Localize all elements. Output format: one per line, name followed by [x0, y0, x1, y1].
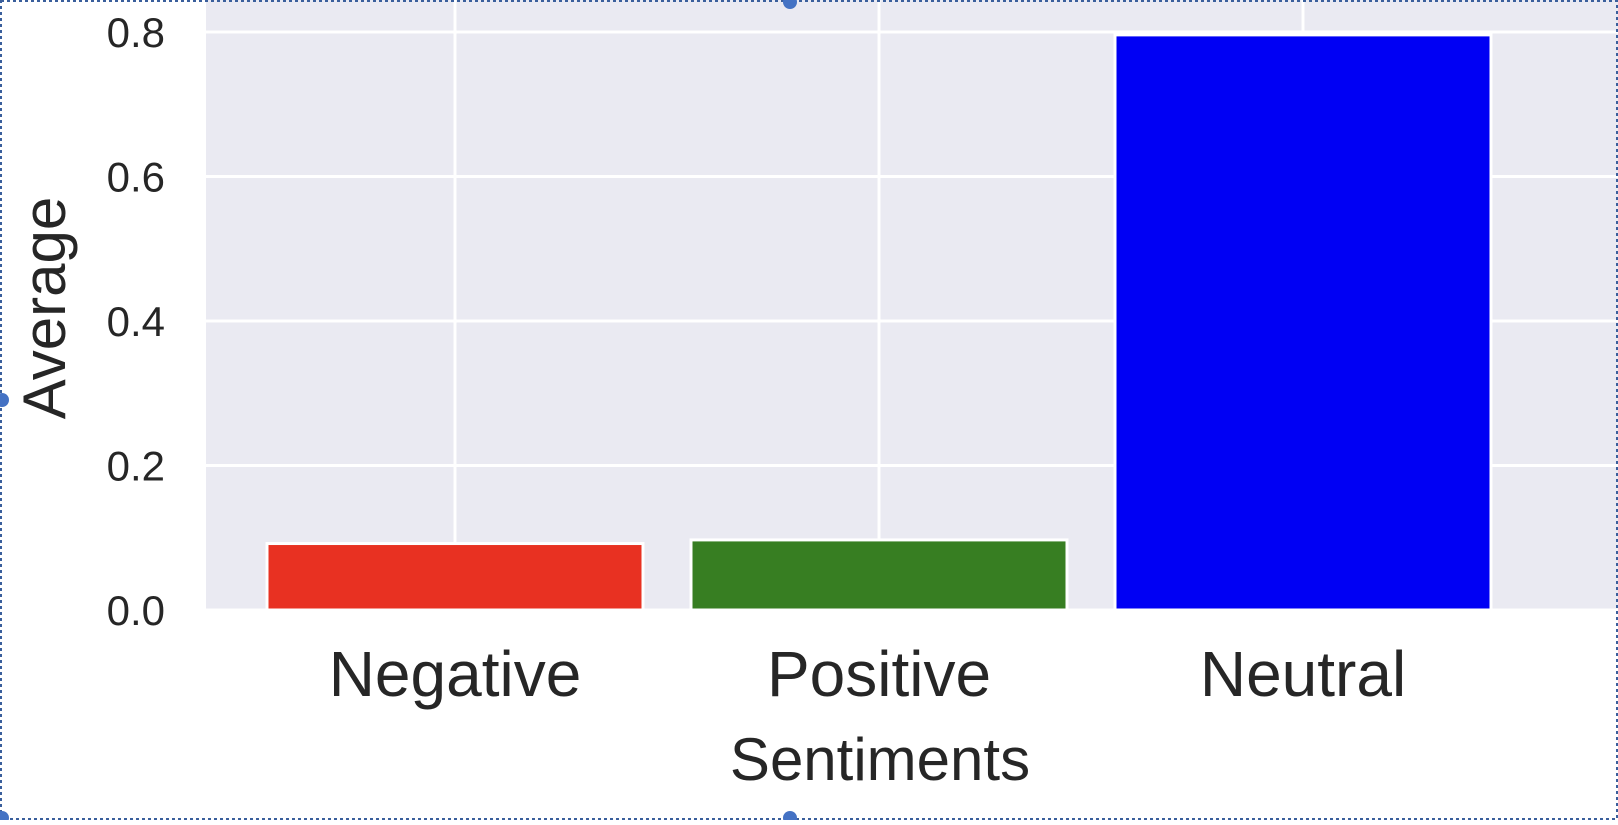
- y-tick-label: 0.6: [107, 154, 165, 201]
- y-axis-title: Average: [11, 197, 78, 419]
- y-tick-label: 0.4: [107, 298, 165, 345]
- resize-handle-bottom-center[interactable]: [783, 811, 797, 825]
- bar-neutral: [1113, 33, 1493, 612]
- bar-negative: [265, 542, 645, 612]
- resize-handle-top-center[interactable]: [783, 0, 797, 9]
- bars: [265, 33, 1493, 612]
- y-axis-ticks: 0.0 0.2 0.4 0.6 0.8: [107, 9, 165, 634]
- x-tick-label: Positive: [767, 638, 991, 710]
- y-tick-label: 0.2: [107, 443, 165, 490]
- resize-handle-middle-left[interactable]: [0, 393, 9, 407]
- y-tick-label: 0.8: [107, 9, 165, 56]
- y-tick-label: 0.0: [107, 587, 165, 634]
- bar-positive: [689, 538, 1069, 612]
- resize-handle-bottom-left[interactable]: [0, 811, 9, 825]
- x-tick-label: Neutral: [1200, 638, 1406, 710]
- x-axis-ticks: Negative Positive Neutral: [329, 638, 1406, 710]
- x-axis-title: Sentiments: [730, 726, 1030, 793]
- x-tick-label: Negative: [329, 638, 582, 710]
